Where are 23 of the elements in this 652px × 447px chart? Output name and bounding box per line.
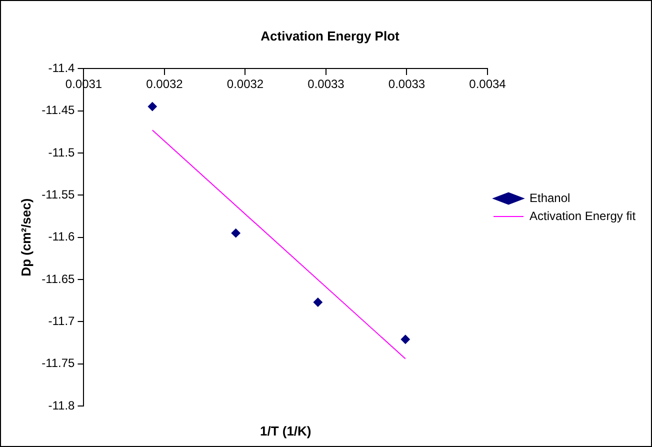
y-tick-label: -11.6 bbox=[48, 230, 76, 244]
y-tick-label: -11.75 bbox=[42, 356, 76, 370]
y-tick-label: -11.45 bbox=[42, 103, 76, 118]
point bbox=[400, 334, 410, 344]
x-tick-label: 0.0034 bbox=[469, 77, 506, 92]
y-tick-label: -11.8 bbox=[48, 398, 76, 412]
x-tick-label: 0.0032 bbox=[226, 77, 264, 92]
x-tick-label: 0.0033 bbox=[308, 77, 345, 92]
y-tick-label: -11.5 bbox=[48, 145, 76, 160]
chart-title: Activation Energy Plot bbox=[260, 28, 400, 44]
x-tick-label: 0.0032 bbox=[146, 77, 184, 92]
legend-label: Activation Energy fit bbox=[530, 208, 636, 223]
y-axis-title: Dp (cm²/sec) bbox=[18, 198, 34, 276]
y-tick-label: -11.55 bbox=[42, 187, 76, 202]
y-tick-label: -11.7 bbox=[48, 314, 76, 328]
point bbox=[148, 102, 157, 112]
point bbox=[313, 298, 322, 307]
point bbox=[231, 228, 240, 238]
y-tick-label: -11.4 bbox=[48, 60, 76, 75]
legend-label: Ethanol bbox=[530, 190, 570, 205]
x-tick-label: 0.0033 bbox=[388, 77, 426, 92]
y-tick-label: -11.65 bbox=[42, 272, 76, 286]
x-axis-title: 1/T (1/K) bbox=[260, 424, 312, 439]
